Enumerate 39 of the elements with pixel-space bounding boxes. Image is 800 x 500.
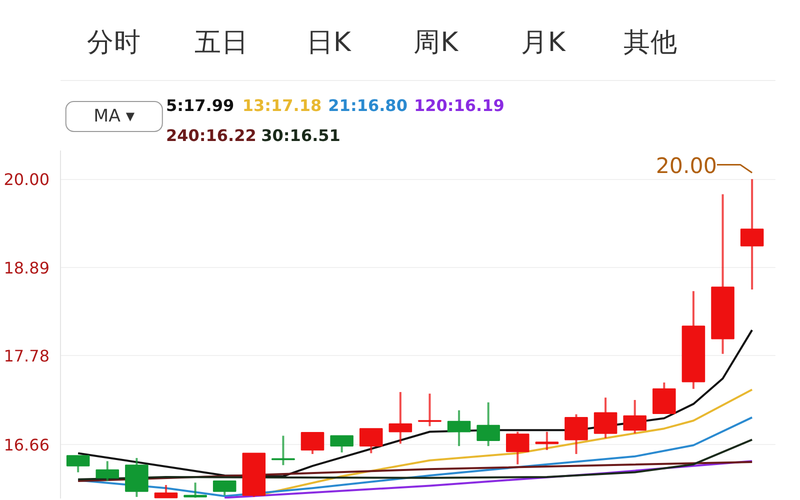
text: 日K — [306, 27, 352, 58]
candlestick — [66, 454, 90, 474]
candlestick — [154, 484, 178, 498]
line-series — [77, 329, 754, 478]
text: 其他 — [623, 27, 678, 58]
annotation: 20.00 — [656, 154, 717, 179]
text: 120:16.19 — [414, 96, 504, 115]
candlestick — [564, 413, 588, 456]
candlestick — [359, 428, 383, 454]
y-tick-label: 17.78 — [4, 346, 50, 366]
candlestick — [623, 398, 646, 434]
candlestick — [476, 401, 500, 448]
y-tick-label: 18.89 — [4, 258, 50, 278]
text: 13:17.18 — [242, 96, 322, 115]
y-tick-label: 16.66 — [4, 435, 50, 454]
candlestick — [535, 430, 559, 452]
line-series — [224, 460, 754, 498]
text: 分时 — [87, 27, 142, 58]
candlestick — [330, 434, 354, 454]
candlestick — [212, 480, 236, 496]
text: 周K — [414, 27, 460, 58]
text: 30:16.51 — [261, 126, 340, 145]
text: 五日 — [194, 27, 248, 58]
candlestick — [447, 409, 471, 448]
candlestick — [740, 178, 764, 291]
candlestick — [388, 391, 412, 445]
candlestick — [96, 460, 120, 482]
text: 240:16.22 — [166, 126, 256, 145]
candlestick — [506, 430, 530, 466]
text: MA ▾ — [94, 106, 135, 126]
candlestick — [184, 482, 207, 498]
candlestick — [300, 432, 324, 456]
candlestick — [418, 392, 442, 428]
text: 月K — [520, 27, 567, 58]
text: 5:17.99 — [166, 96, 234, 115]
text: 21:16.80 — [328, 96, 408, 115]
candlestick — [594, 396, 618, 440]
y-tick-label: 20.00 — [4, 170, 50, 190]
line-series — [77, 438, 754, 480]
